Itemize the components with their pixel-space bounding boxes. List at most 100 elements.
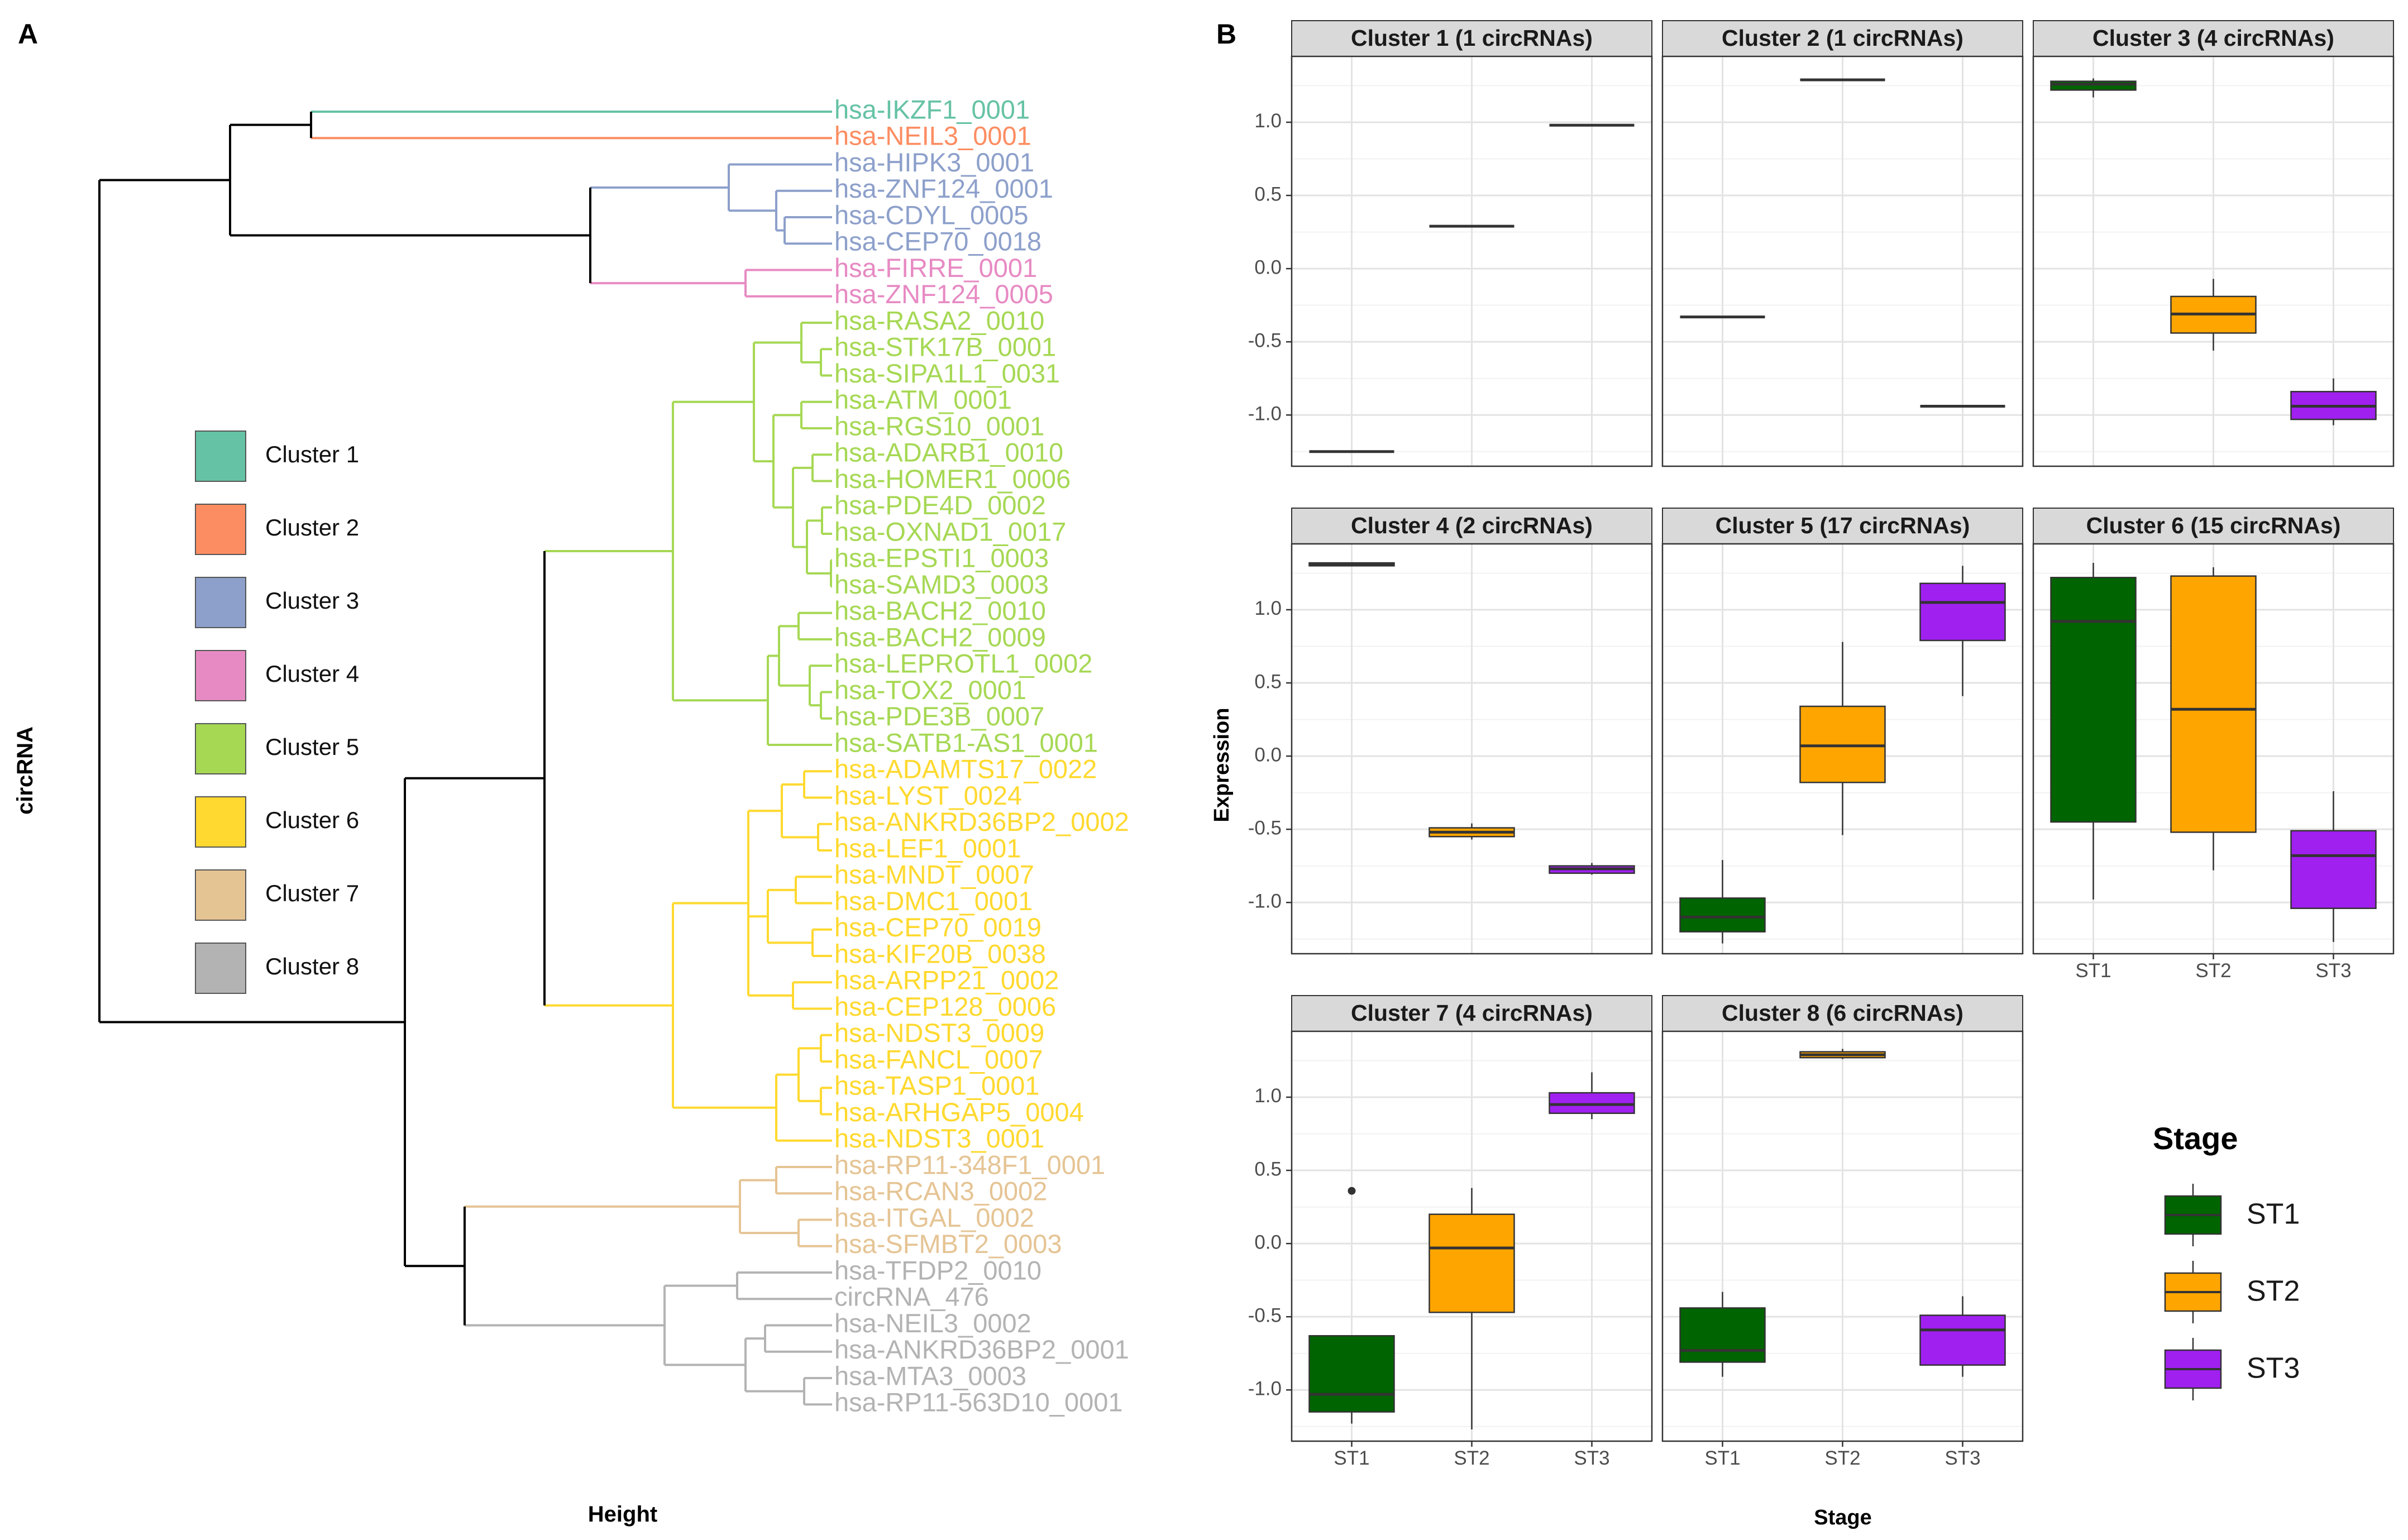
- leaf-label: hsa-RP11-348F1_0001: [834, 1150, 1105, 1179]
- box-iqr: [2050, 577, 2137, 823]
- x-tick-label: ST1: [2075, 960, 2111, 982]
- leaf-label: hsa-ITGAL_0002: [834, 1203, 1034, 1232]
- leaf-label: hsa-RCAN3_0002: [834, 1176, 1047, 1206]
- y-tick-label: -0.5: [1248, 1304, 1282, 1326]
- facet-title: Cluster 6 (15 circRNAs): [2086, 513, 2341, 538]
- box-iqr: [1919, 582, 2006, 642]
- box-iqr: [2050, 80, 2137, 91]
- facet-strip: [2033, 508, 2394, 544]
- y-tick-label: 1.0: [1254, 110, 1282, 132]
- box-iqr: [2170, 575, 2257, 833]
- leaf-label: hsa-FANCL_0007: [834, 1044, 1043, 1074]
- x-tick-label: ST1: [1334, 1447, 1369, 1469]
- leaf-label: hsa-ARPP21_0002: [834, 965, 1059, 995]
- boxplot-st1: [1308, 1187, 1395, 1424]
- stage-legend-title: Stage: [2153, 1121, 2238, 1156]
- leaf-label: hsa-MNDT_0007: [834, 860, 1034, 889]
- panel-b-boxplots: B Expression Stage Cluster 1 (1 circRNAs…: [1210, 18, 2395, 1529]
- facet-strip: [1662, 20, 2023, 57]
- leaf-label: hsa-CEP70_0018: [834, 227, 1041, 256]
- leaf-label: hsa-KIF20B_0038: [834, 939, 1046, 968]
- leaf-label: hsa-DMC1_0001: [834, 886, 1033, 916]
- facet-title: Cluster 2 (1 circRNAs): [1722, 25, 1963, 51]
- legend-key: [195, 796, 246, 848]
- stage-legend-label: ST1: [2247, 1198, 2300, 1231]
- leaf-label: hsa-RASA2_0010: [834, 305, 1044, 335]
- leaf-label: hsa-IKZF1_0001: [834, 94, 1030, 124]
- leaf-label: hsa-TASP1_0001: [834, 1071, 1040, 1101]
- facet-title: Cluster 4 (2 circRNAs): [1351, 513, 1593, 538]
- facet-grid: Cluster 1 (1 circRNAs) -1.0 -0.5 0.0 0.5 1.0 C…: [1248, 20, 2395, 1469]
- leaf-label: hsa-SIPA1L1_0031: [834, 358, 1060, 388]
- facet-panel: Cluster 3 (4 circRNAs): [2032, 20, 2395, 467]
- facet-strip: [1291, 20, 1652, 57]
- box-iqr: [2290, 830, 2377, 909]
- legend-label: Cluster 6: [265, 807, 359, 833]
- leaf-label: hsa-TFDP2_0010: [834, 1255, 1041, 1285]
- facet-strip: [1291, 508, 1652, 544]
- y-tick-label: 0.0: [1254, 256, 1282, 278]
- panel-border: [1661, 55, 2024, 467]
- y-tick-label: 0.5: [1254, 671, 1282, 692]
- legend-label: Cluster 8: [265, 953, 359, 979]
- boxplot-st2: [2170, 567, 2257, 871]
- facet-strip: [1662, 508, 2023, 544]
- facet-title: Cluster 8 (6 circRNAs): [1722, 1000, 1963, 1026]
- box-iqr: [1679, 1307, 1766, 1363]
- y-tick-label: 1.0: [1254, 597, 1282, 619]
- boxplot-st3: [1919, 1296, 2006, 1377]
- panel-border: [1661, 543, 2024, 955]
- leaf-label: hsa-HIPK3_0001: [834, 147, 1034, 177]
- y-tick-label: 0.0: [1254, 1231, 1282, 1253]
- expression-y-axis-label: Expression: [1210, 708, 1234, 822]
- dendrogram-x-axis-label: Height: [588, 1502, 657, 1527]
- y-tick-label: -1.0: [1248, 403, 1282, 425]
- y-tick-label: -1.0: [1248, 891, 1282, 912]
- legend-key: [195, 869, 246, 921]
- legend-key: [195, 650, 246, 701]
- facet-panel: Cluster 5 (17 circRNAs): [1661, 508, 2024, 955]
- facet-title: Cluster 7 (4 circRNAs): [1351, 1000, 1593, 1026]
- dendrogram-y-axis-label: circRNA: [13, 726, 37, 815]
- leaf-label: hsa-ATM_0001: [834, 385, 1012, 414]
- leaf-label: hsa-LEPROTL1_0002: [834, 649, 1092, 678]
- boxplot-st1: [1679, 860, 1766, 944]
- leaf-label: hsa-OXNAD1_0017: [834, 516, 1066, 546]
- box-iqr: [1549, 1092, 1635, 1115]
- x-tick-label: ST3: [2315, 960, 2351, 982]
- leaf-label: hsa-BACH2_0009: [834, 622, 1046, 652]
- y-tick-label: 0.0: [1254, 744, 1282, 766]
- legend-key: [195, 943, 246, 994]
- leaf-label: hsa-ANKRD36BP2_0002: [834, 807, 1129, 836]
- x-tick-label: ST3: [1944, 1447, 1980, 1469]
- leaf-label: hsa-NEIL3_0002: [834, 1308, 1031, 1338]
- legend-key: [195, 577, 246, 628]
- leaf-label: hsa-HOMER1_0006: [834, 464, 1071, 494]
- leaf-label: hsa-SAMD3_0003: [834, 570, 1049, 599]
- leaf-label: hsa-ADARB1_0010: [834, 438, 1063, 467]
- leaf-label: hsa-ANKRD36BP2_0001: [834, 1335, 1129, 1364]
- leaf-label: hsa-NDST3_0001: [834, 1123, 1044, 1153]
- facet-strip: [1291, 995, 1652, 1032]
- leaf-label: hsa-ZNF124_0001: [834, 174, 1053, 203]
- legend-label: Cluster 5: [265, 734, 359, 760]
- box-iqr: [1428, 1213, 1515, 1313]
- boxplot-st1: [2050, 78, 2137, 98]
- facet-panel: Cluster 7 (4 circRNAs) -1.0 -0.5 0.0 0.5 1.0 S…: [1248, 995, 1653, 1469]
- cluster-legend: Cluster 1 Cluster 2 Cluster 3 Cluster 4 Clus…: [195, 431, 359, 994]
- leaf-label: hsa-BACH2_0010: [834, 596, 1046, 625]
- facet-panel: Cluster 8 (6 circRNAs) ST1 ST2 ST3: [1661, 995, 2024, 1469]
- leaf-label: hsa-PDE3B_0007: [834, 701, 1044, 731]
- legend-key: [195, 504, 246, 555]
- leaf-label: hsa-PDE4D_0002: [834, 490, 1046, 520]
- y-tick-label: -0.5: [1248, 329, 1282, 351]
- y-tick-label: 0.5: [1254, 1158, 1282, 1180]
- legend-label: Cluster 7: [265, 880, 359, 906]
- y-tick-label: 0.5: [1254, 183, 1282, 205]
- stage-x-axis-label: Stage: [1814, 1506, 1871, 1529]
- leaf-label: hsa-TOX2_0001: [834, 675, 1026, 705]
- boxplot-st2: [1428, 823, 1515, 840]
- facet-panel: Cluster 2 (1 circRNAs): [1661, 20, 2024, 467]
- boxplot-st1: [1679, 1292, 1766, 1377]
- facet-title: Cluster 1 (1 circRNAs): [1351, 25, 1593, 51]
